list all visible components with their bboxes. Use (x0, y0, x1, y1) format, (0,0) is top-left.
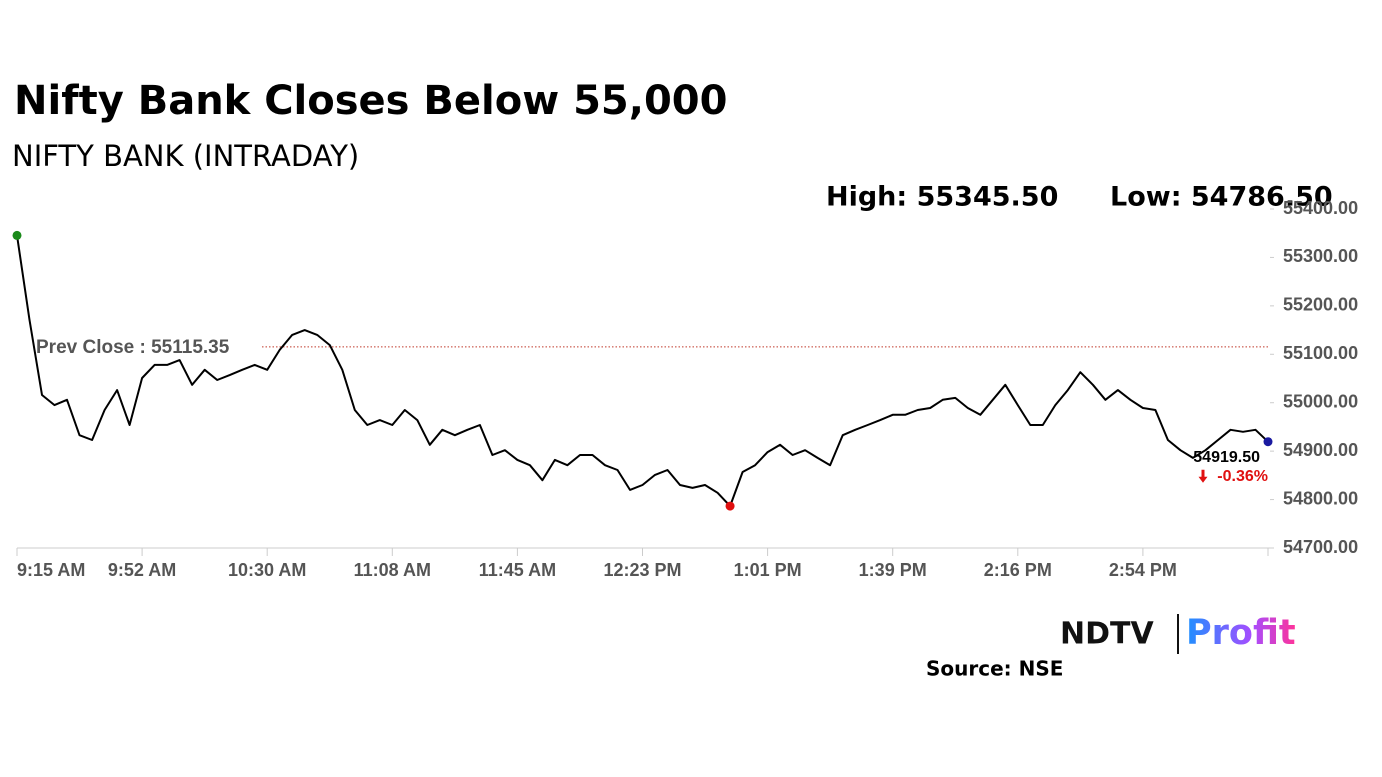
x-tick-label: 9:15 AM (17, 560, 85, 580)
price-line (16, 235, 1269, 508)
x-tick-label: 11:45 AM (479, 560, 556, 580)
x-tick-label: 1:39 PM (859, 560, 927, 580)
change-label: -0.36% (1217, 468, 1268, 485)
logo-profit: Profit (1186, 613, 1296, 653)
x-tick-label: 11:08 AM (354, 560, 431, 580)
y-tick-label: 54900.00 (1283, 440, 1358, 460)
y-tick-label: 55100.00 (1283, 343, 1358, 363)
close-marker (1263, 437, 1273, 447)
x-tick-label: 9:52 AM (108, 560, 176, 580)
y-tick-label: 55400.00 (1283, 198, 1358, 218)
x-tick-label: 2:16 PM (984, 560, 1052, 580)
high-marker (12, 230, 22, 240)
y-tick-label: 55200.00 (1283, 295, 1358, 315)
chart-title: Nifty Bank Closes Below 55,000 (14, 78, 727, 124)
x-tick-label: 2:54 PM (1109, 560, 1177, 580)
end-value-label: 54919.50 (1193, 449, 1260, 466)
source: Source: NSE (926, 657, 1063, 681)
down-arrow (1198, 469, 1208, 483)
chart-subtitle: NIFTY BANK (INTRADAY) (12, 139, 359, 173)
y-tick-label: 54700.00 (1283, 537, 1358, 557)
low-marker (725, 501, 735, 511)
low-label: Low: 54786.50 (1110, 182, 1333, 213)
x-tick-label: 10:30 AM (228, 560, 306, 580)
high-label: High: 55345.50 (826, 182, 1058, 213)
y-tick-label: 54800.00 (1283, 488, 1358, 508)
y-tick-label: 55300.00 (1283, 246, 1358, 266)
y-tick-label: 55000.00 (1283, 391, 1358, 411)
prev-close-label: Prev Close : 55115.35 (36, 337, 230, 358)
x-tick-label: 12:23 PM (603, 560, 681, 580)
x-tick-label: 1:01 PM (734, 560, 802, 580)
logo-ndtv: NDTV (1060, 617, 1154, 652)
